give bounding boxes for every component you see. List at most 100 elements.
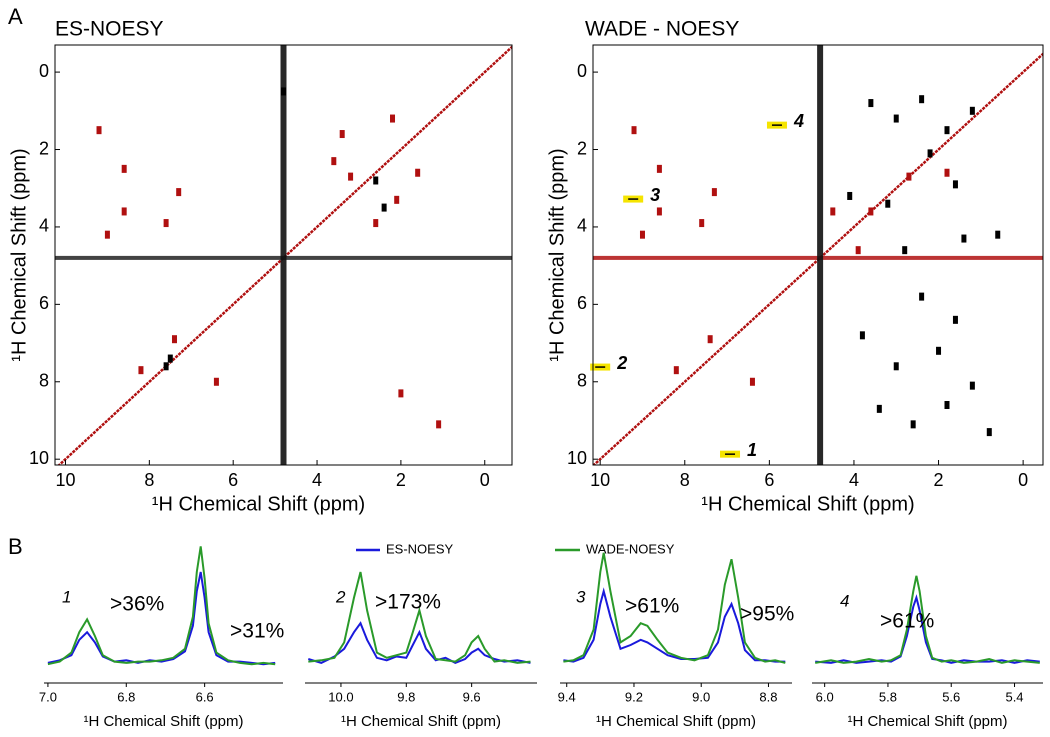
peak (995, 230, 1001, 239)
x-tick-label: 8 (680, 470, 690, 490)
x-tick-label: 10 (590, 470, 610, 490)
peak (213, 377, 219, 386)
solvent-v (817, 45, 824, 465)
peak (348, 172, 354, 181)
highlight-label: 4 (793, 111, 804, 131)
peak (944, 126, 950, 135)
peak (830, 207, 836, 216)
x-tick-label: 7.0 (39, 689, 57, 704)
x-axis-title: ¹H Chemical Shift (ppm) (341, 713, 501, 730)
peak (868, 99, 874, 108)
peak (876, 404, 882, 413)
peak (138, 366, 144, 375)
x-tick-label: 9.0 (692, 689, 710, 704)
peak (969, 381, 975, 390)
annotation: >61% (625, 595, 679, 618)
peak (952, 315, 958, 324)
y-tick-label: 4 (577, 216, 587, 236)
x-axis-title: ¹H Chemical Shift (ppm) (701, 493, 914, 515)
y-tick-label: 2 (577, 138, 587, 158)
x-tick-label: 6.0 (816, 689, 834, 704)
peak (281, 87, 286, 96)
plot-frame (54, 44, 513, 466)
x-axis-title: ¹H Chemical Shift (ppm) (83, 713, 243, 730)
highlight-label: 3 (650, 185, 660, 205)
peak (104, 230, 110, 239)
peak (631, 126, 637, 135)
highlight-label: 2 (616, 353, 627, 373)
peak (163, 219, 169, 228)
peak (919, 292, 925, 301)
peak (339, 130, 345, 139)
plot-area (593, 45, 1043, 465)
panel-number: 1 (62, 587, 71, 606)
peak (868, 207, 874, 216)
peak (436, 420, 442, 429)
highlight-label: 1 (747, 440, 757, 460)
peak (707, 335, 713, 344)
x-tick-label: 8 (144, 470, 154, 490)
spectrum-line (815, 575, 1040, 664)
annotation: >61% (880, 610, 934, 633)
peak (163, 362, 169, 371)
peak (919, 95, 925, 104)
peak (639, 230, 645, 239)
peak (167, 354, 173, 363)
plot-area (55, 45, 512, 465)
y-tick-label: 0 (577, 61, 587, 81)
x-tick-label: 6 (228, 470, 238, 490)
peak (936, 346, 942, 355)
peak (859, 331, 865, 340)
peak (893, 114, 899, 123)
x-axis-title: ¹H Chemical Shift (ppm) (596, 713, 756, 730)
x-tick-label: 4 (312, 470, 322, 490)
peak (711, 188, 717, 197)
x-tick-label: 5.4 (1005, 689, 1023, 704)
peak (415, 168, 421, 177)
panel-number: 4 (840, 591, 849, 610)
x-tick-label: 9.8 (397, 689, 415, 704)
x-tick-label: 0 (1018, 470, 1028, 490)
peak (944, 168, 950, 177)
y-tick-label: 10 (29, 448, 49, 468)
x-tick-label: 9.6 (463, 689, 481, 704)
peak (906, 172, 912, 181)
x-tick-label: 2 (396, 470, 406, 490)
peak (331, 157, 337, 166)
x-tick-label: 10.0 (328, 689, 353, 704)
chart-title: ES-NOESY (55, 18, 164, 41)
spectrum-line (308, 571, 531, 664)
spectrum-line (308, 621, 531, 664)
y-tick-label: 0 (39, 61, 49, 81)
peak (969, 106, 975, 115)
peak (171, 335, 177, 344)
peak (121, 164, 127, 173)
y-tick-label: 8 (39, 371, 49, 391)
x-tick-label: 6.6 (196, 689, 214, 704)
peak (394, 195, 400, 204)
x-tick-label: 9.2 (625, 689, 643, 704)
x-axis-title: ¹H Chemical Shift (ppm) (847, 713, 1007, 730)
peak (944, 401, 950, 409)
x-tick-label: 9.4 (558, 689, 576, 704)
annotation: >95% (740, 603, 794, 626)
annotation: >31% (230, 620, 284, 643)
peak (902, 246, 908, 255)
x-tick-label: 5.6 (942, 689, 960, 704)
peak (961, 234, 967, 243)
solvent-v (280, 45, 287, 465)
x-tick-label: 10 (55, 470, 75, 490)
peak (373, 176, 379, 185)
peak (373, 219, 379, 228)
x-tick-label: 6.8 (117, 689, 135, 704)
y-tick-label: 2 (39, 138, 49, 158)
y-tick-label: 10 (567, 448, 587, 468)
annotation: >173% (375, 591, 441, 614)
peak (927, 149, 933, 158)
x-tick-label: 8.8 (759, 689, 777, 704)
legend-label: WADE-NOESY (586, 541, 675, 556)
panel-number: 3 (576, 587, 586, 606)
peak (96, 126, 102, 135)
x-tick-label: 2 (934, 470, 944, 490)
